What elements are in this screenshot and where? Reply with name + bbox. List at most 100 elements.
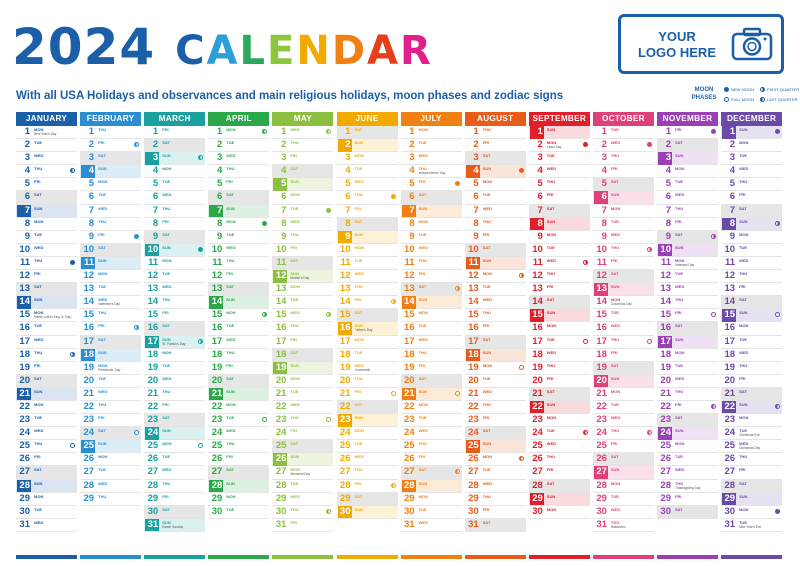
weekday-label: WED xyxy=(34,519,44,525)
weekday-label: SUN xyxy=(675,428,684,434)
weekday-label: THU xyxy=(546,454,556,460)
day-number: 2 xyxy=(473,139,479,151)
day-number: 9 xyxy=(281,230,287,242)
weekday-label: WED xyxy=(418,336,428,342)
day-cell: 17 MON xyxy=(336,336,398,349)
day-cell: 9 MON xyxy=(721,231,783,244)
weekday-label: THU xyxy=(354,192,363,198)
month-column-december: DECEMBER 1 SUN 2 MON 3 TUE 4 WED 5 THU 6 FRI 7 SAT 8 SUN… xyxy=(721,112,783,532)
day-number: 25 xyxy=(275,440,287,452)
weekday-label: MON xyxy=(610,388,621,394)
moon-phase-new-icon xyxy=(70,259,75,265)
month-column-june: JUNE 1 SAT 2 SUN 3 MON 4 TUE 5 WED 6 THU 7 FRI 8 SAT 9 SUN… xyxy=(336,112,398,519)
day-number: 12 xyxy=(660,270,671,282)
day-number: 23 xyxy=(337,414,352,427)
weekday-label: THU xyxy=(354,284,363,290)
day-cell: 14 SUN xyxy=(400,296,462,310)
day-cell: 4 SUN xyxy=(80,165,142,179)
weekday-label: SAT xyxy=(675,415,683,421)
day-cell: 22 SAT xyxy=(336,400,398,415)
day-number: 22 xyxy=(19,400,30,412)
weekday-label: TUE xyxy=(98,192,107,198)
day-cell: 27 WED xyxy=(144,466,206,480)
day-number: 7 xyxy=(473,204,479,216)
weekday-label: MON xyxy=(418,310,428,316)
day-number: 18 xyxy=(596,348,607,360)
weekday-label: WED xyxy=(418,244,428,250)
day-number: 3 xyxy=(24,152,30,164)
weekday-label: THU xyxy=(98,493,107,499)
day-cell: 8 FRI xyxy=(144,218,206,231)
weekday-label: SUN xyxy=(290,454,299,460)
day-number: 28 xyxy=(209,479,224,493)
weekday-label: SAT xyxy=(418,192,427,198)
day-cell: 25 MON xyxy=(144,440,206,454)
weekday-label: FRI xyxy=(418,271,426,277)
month-column-september: SEPTEMBER 1 SUN 2 MON Labor Day 3 TUE 4 WED 5 THU 6 F… xyxy=(528,112,590,519)
weekday-label: TUE xyxy=(418,140,427,146)
day-number: 14 xyxy=(596,296,607,308)
weekday-label: FRI xyxy=(418,362,426,368)
day-cell: 19 WED Juneteenth xyxy=(336,362,398,375)
weekday-label: SAT xyxy=(610,179,619,185)
day-cell: 17 WED xyxy=(400,336,462,349)
day-cell: 23 FRI xyxy=(464,414,526,428)
day-cell: 12 MON xyxy=(80,270,142,284)
day-number: 20 xyxy=(404,374,415,386)
moon-phase-new-icon xyxy=(775,129,781,134)
day-number: 15 xyxy=(596,309,607,321)
day-number: 5 xyxy=(601,178,607,190)
day-cell: 26 SUN xyxy=(272,453,334,467)
day-number: 16 xyxy=(19,322,30,334)
day-number: 21 xyxy=(17,387,31,401)
day-number: 31 xyxy=(145,518,160,532)
day-number: 13 xyxy=(147,283,159,295)
legend-last-quarter-label: LAST QUARTER xyxy=(767,97,798,102)
day-number: 18 xyxy=(404,348,415,360)
day-number: 1 xyxy=(409,126,415,137)
day-number: 6 xyxy=(409,191,415,203)
day-number: 5 xyxy=(273,178,288,191)
day-cell: 11 SUN xyxy=(464,256,526,271)
day-number: 11 xyxy=(276,256,287,268)
day-cell: 14 SUN xyxy=(208,296,270,310)
weekday-label: FRI xyxy=(226,362,233,368)
weekday-label: TUE xyxy=(739,519,748,525)
day-number: 9 xyxy=(217,230,223,242)
weekday-label: MON xyxy=(354,244,364,250)
weekday-label: WED xyxy=(226,153,236,159)
month-header: FEBRUARY xyxy=(80,112,142,126)
legend-full-moon: FULL MOON xyxy=(724,97,754,103)
day-cell: 22 FRI xyxy=(657,401,718,415)
weekday-label: WED xyxy=(354,454,364,460)
weekday-label: FRI xyxy=(482,415,490,421)
day-cell: 3 SAT xyxy=(80,152,142,166)
day-number: 6 xyxy=(281,191,287,203)
day-cell: 30 FRI xyxy=(464,506,526,519)
weekday-label: SUN xyxy=(418,297,428,303)
day-cell: 11 WED xyxy=(721,257,783,271)
day-number: 27 xyxy=(660,466,671,478)
day-cell: 7 MON xyxy=(592,205,654,218)
day-number: 23 xyxy=(147,414,159,426)
title-letter: D xyxy=(331,28,368,74)
weekday-label: THU xyxy=(739,362,748,368)
day-number: 3 xyxy=(473,152,479,164)
day-number: 19 xyxy=(532,361,543,373)
weekday-label: MON xyxy=(482,362,493,368)
day-cell: 26 MON xyxy=(464,453,526,467)
day-cell: 20 SUN xyxy=(592,374,654,388)
day-cell: 19 THU xyxy=(721,362,783,375)
day-cell: 10 TUE xyxy=(528,244,590,257)
day-number: 3 xyxy=(145,152,160,165)
moon-phase-last-icon xyxy=(454,469,460,475)
day-cell: 8 SAT xyxy=(336,217,398,231)
day-number: 2 xyxy=(281,139,287,151)
day-cell: 29 WED xyxy=(272,493,334,506)
weekday-label: FRI xyxy=(482,506,490,512)
day-number: 30 xyxy=(275,505,287,517)
day-number: 7 xyxy=(401,204,416,218)
day-cell: 4 MON xyxy=(144,165,206,179)
weekday-label: TUE xyxy=(739,244,748,250)
weekday-label: TUE xyxy=(418,506,427,512)
